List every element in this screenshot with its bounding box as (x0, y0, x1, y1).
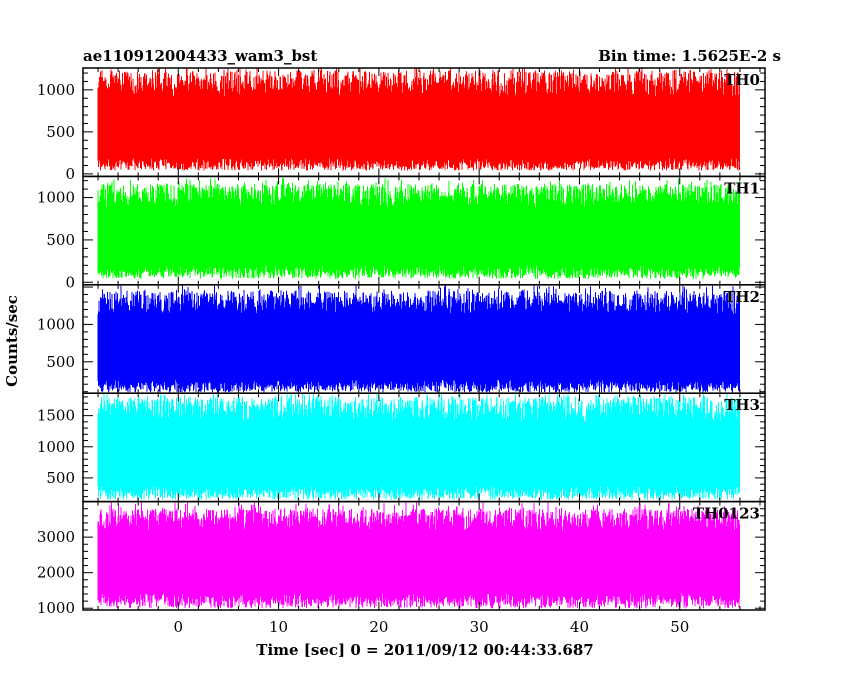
series-th0123 (97, 502, 740, 609)
y-tick-label: 1000 (37, 438, 75, 456)
panel-th0: 0 500 1000 TH0 (37, 67, 766, 183)
panel-th3: 500 1000 1500 TH3 (37, 392, 766, 503)
series-th0 (97, 68, 740, 171)
y-tick-label: 500 (46, 469, 75, 487)
y-tick-label: 500 (46, 231, 75, 249)
panel-label: TH1 (724, 179, 760, 197)
panel-label: TH3 (724, 396, 760, 414)
y-tick-label: 0 (65, 165, 75, 183)
panels: 05001000TH005001000TH15001000TH250010001… (37, 67, 766, 617)
panel-th1: 0 500 1000 TH1 (37, 175, 766, 291)
y-tick-label: 500 (46, 123, 75, 141)
x-tick-label: 10 (269, 618, 288, 636)
y-tick-label: 1000 (37, 189, 75, 207)
chart-subtitle: Bin time: 1.5625E-2 s (598, 47, 781, 65)
panel-label: TH0123 (693, 505, 760, 523)
panel-th2: 500 1000 TH2 (37, 284, 766, 394)
y-tick-label: 0 (65, 273, 75, 291)
x-tick-label: 30 (470, 618, 489, 636)
y-tick-label: 1500 (37, 407, 75, 425)
panel-label: TH0 (724, 71, 760, 89)
panel-th0123: 1000 2000 3000 TH0123 (37, 500, 766, 617)
y-tick-label: 1000 (37, 599, 75, 617)
x-axis: 0 10 20 30 40 50 (174, 618, 690, 636)
y-axis-label: Counts/sec (3, 295, 21, 387)
x-axis-label: Time [sec] 0 = 2011/09/12 00:44:33.687 (256, 641, 593, 659)
series-th2 (97, 285, 740, 393)
series-th3 (97, 393, 740, 500)
panel-frame (82, 500, 766, 611)
y-tick-label: 500 (46, 353, 75, 371)
x-tick-label: 40 (570, 618, 589, 636)
chart-title: ae110912004433_wam3_bst (83, 47, 317, 65)
x-tick-label: 50 (670, 618, 689, 636)
x-tick-label: 20 (369, 618, 388, 636)
series-th1 (97, 178, 740, 279)
y-tick-label: 3000 (37, 528, 75, 546)
y-tick-label: 1000 (37, 81, 75, 99)
y-tick-label: 2000 (37, 564, 75, 582)
y-tick-label: 1000 (37, 315, 75, 333)
panel-label: TH2 (724, 288, 760, 306)
x-tick-label: 0 (174, 618, 184, 636)
